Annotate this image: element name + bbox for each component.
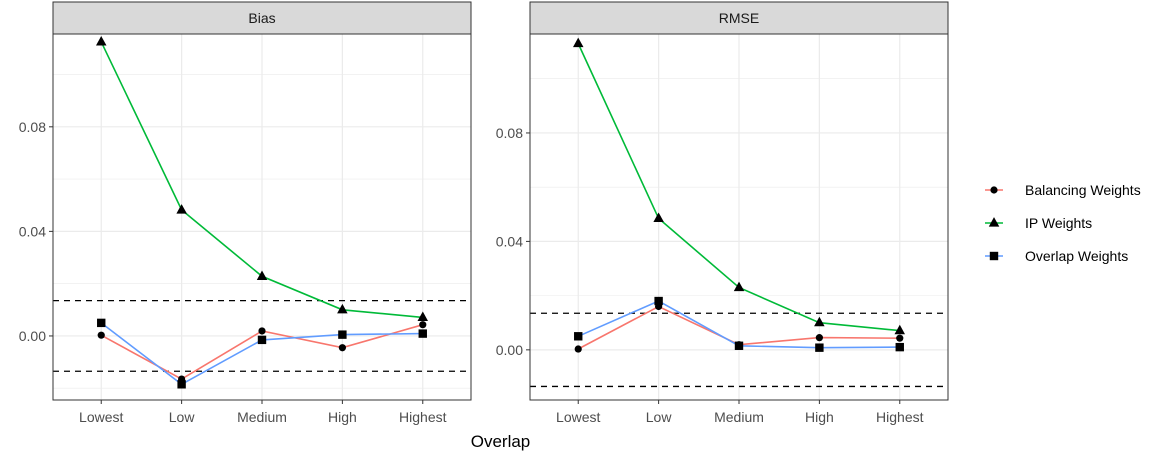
- legend-key-marker: [989, 251, 999, 261]
- facet-title: Bias: [248, 10, 275, 26]
- data-point: [733, 281, 745, 292]
- data-point: [177, 380, 186, 389]
- data-point: [256, 270, 268, 280]
- x-tick-label: Low: [646, 409, 673, 425]
- legend-label: Balancing Weights: [1025, 182, 1141, 198]
- data-point: [815, 334, 823, 342]
- data-point: [337, 303, 348, 314]
- x-tick-label: High: [328, 409, 357, 425]
- data-point: [574, 345, 582, 353]
- panel-bias: Bias 0.00 0.04 0.08 Lowest Low Medium High Highe…: [19, 1, 472, 425]
- facet-title: RMSE: [719, 10, 759, 26]
- x-tick-label: Lowest: [79, 409, 123, 425]
- data-point: [257, 335, 267, 345]
- data-point: [338, 330, 347, 339]
- legend-item-balancing-weights: Balancing Weights: [985, 182, 1141, 198]
- legend-key-marker: [988, 217, 1000, 227]
- series-ip-weights: [573, 37, 905, 335]
- y-tick-label: 0.04: [19, 223, 46, 239]
- data-point: [654, 296, 663, 306]
- legend-item-overlap-weights: Overlap Weights: [985, 248, 1128, 264]
- data-point: [96, 36, 107, 46]
- data-point: [895, 342, 904, 352]
- x-axis-label: Overlap: [471, 432, 531, 451]
- legend-item-ip-weights: IP Weights: [985, 215, 1092, 231]
- x-tick-label: Low: [169, 409, 196, 425]
- data-point: [896, 334, 904, 342]
- data-point: [419, 321, 427, 329]
- data-point: [894, 324, 905, 335]
- data-point: [97, 331, 105, 339]
- series-ip-weights: [96, 36, 428, 321]
- x-tick-label: High: [805, 409, 834, 425]
- x-tick-label: Highest: [399, 409, 447, 425]
- data-point: [258, 327, 266, 335]
- legend-label: IP Weights: [1025, 215, 1092, 231]
- facet-strip: [52, 1, 472, 35]
- legend-label: Overlap Weights: [1025, 248, 1128, 264]
- data-point: [815, 343, 824, 352]
- data-point: [734, 341, 744, 350]
- y-tick-label: 0.00: [496, 342, 523, 358]
- data-point: [573, 37, 584, 48]
- series-overlap-weights: [97, 318, 427, 389]
- data-point: [417, 311, 428, 321]
- legend: Balancing Weights IP Weights Overlap Weigh…: [985, 182, 1141, 264]
- x-tick-label: Lowest: [556, 409, 600, 425]
- y-tick-label: 0.08: [496, 125, 523, 141]
- grid: [530, 34, 948, 400]
- legend-key-marker: [990, 186, 998, 194]
- x-tick-label: Highest: [876, 409, 924, 425]
- data-point: [97, 318, 106, 328]
- panel-rmse: RMSE 0.00 0.04 0.08 Lowest Low Medium High Highe…: [496, 1, 949, 425]
- data-point: [653, 212, 664, 222]
- data-point: [176, 204, 187, 214]
- grid: [53, 34, 471, 400]
- x-tick-label: Medium: [237, 409, 287, 425]
- y-tick-label: 0.04: [496, 233, 523, 249]
- facet-strip: [529, 1, 949, 35]
- series-overlap-weights: [574, 296, 904, 352]
- y-tick-label: 0.08: [19, 119, 46, 135]
- y-tick-label: 0.00: [19, 328, 46, 344]
- data-point: [418, 329, 427, 338]
- data-point: [338, 344, 346, 352]
- x-tick-label: Medium: [714, 409, 764, 425]
- data-point: [574, 332, 583, 341]
- data-point: [814, 316, 825, 327]
